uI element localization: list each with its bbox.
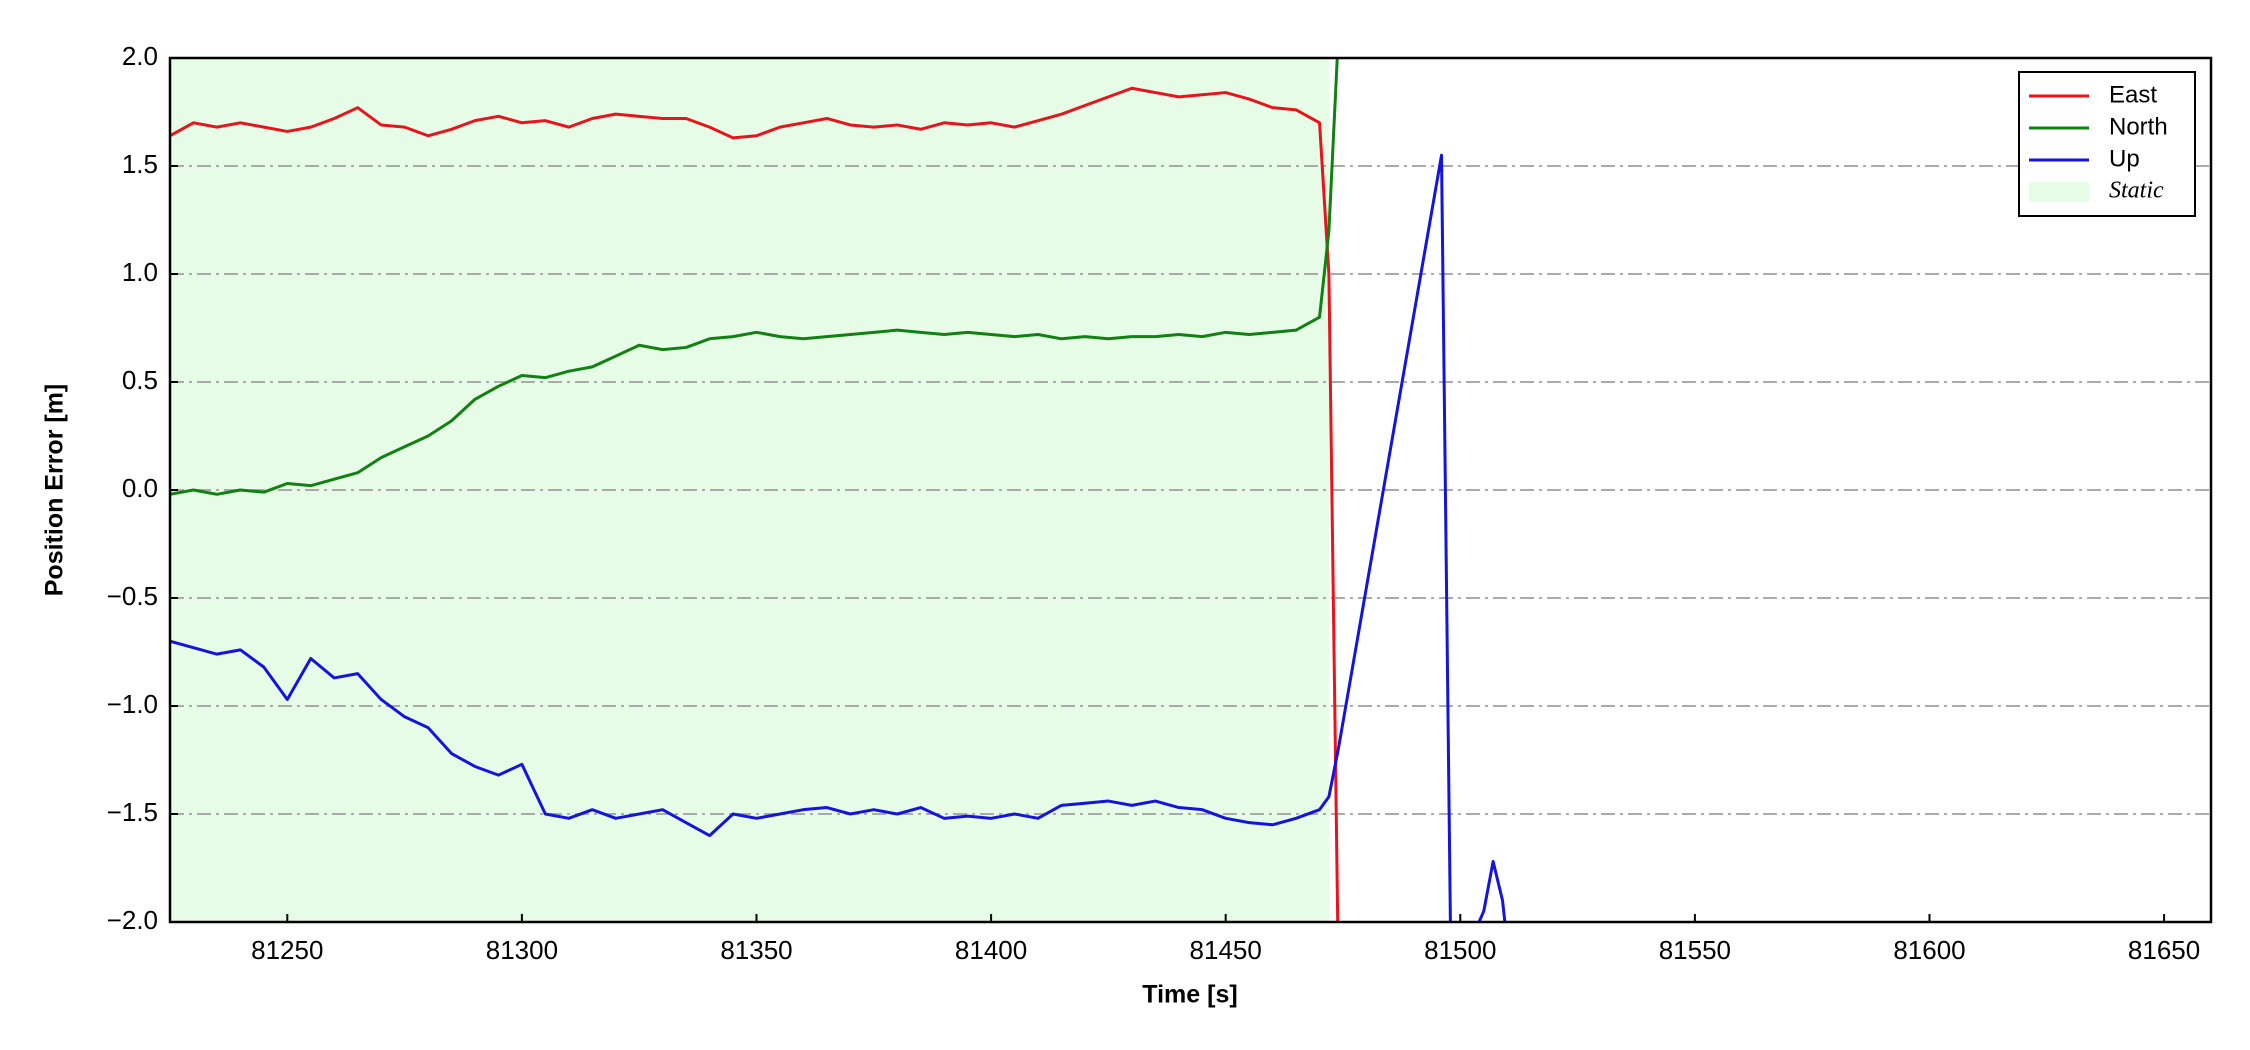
legend: East North Up Static: [2018, 71, 2196, 217]
x-tick-label: 81300: [486, 935, 558, 965]
legend-label: Static: [2109, 178, 2164, 204]
x-tick-label: 81500: [1424, 935, 1496, 965]
plot-lines: [170, 58, 1507, 922]
y-tick-label: 0.0: [122, 473, 158, 503]
x-tick-label: 81600: [1893, 935, 1965, 965]
x-tick-label: 81350: [720, 935, 792, 965]
series-line: [170, 58, 1339, 496]
x-tick-label: 81550: [1659, 935, 1731, 965]
y-tick-label: −2.0: [107, 905, 158, 935]
y-tick-label: 1.5: [122, 149, 158, 179]
x-axis-label: Time [s]: [1142, 981, 1237, 1009]
y-tick-label: −0.5: [107, 581, 158, 611]
y-axis-label: Position Error [m]: [41, 384, 69, 597]
series-line: [170, 153, 1507, 922]
legend-label: East: [2109, 81, 2157, 108]
x-tick-label: 81450: [1190, 935, 1262, 965]
y-tick-label: 2.0: [122, 41, 158, 71]
y-tick-label: −1.5: [107, 797, 158, 827]
series-line: [170, 86, 1340, 922]
legend-swatch: [2029, 182, 2089, 202]
y-tick-label: 0.5: [122, 365, 158, 395]
legend-label: North: [2109, 113, 2168, 140]
legend-label: Up: [2109, 145, 2140, 172]
x-tick-label: 81400: [955, 935, 1027, 965]
x-tick-label: 81650: [2128, 935, 2200, 965]
grid: [170, 165, 2211, 815]
y-tick-label: −1.0: [107, 689, 158, 719]
x-tick-label: 81250: [251, 935, 323, 965]
y-tick-label: 1.0: [122, 257, 158, 287]
